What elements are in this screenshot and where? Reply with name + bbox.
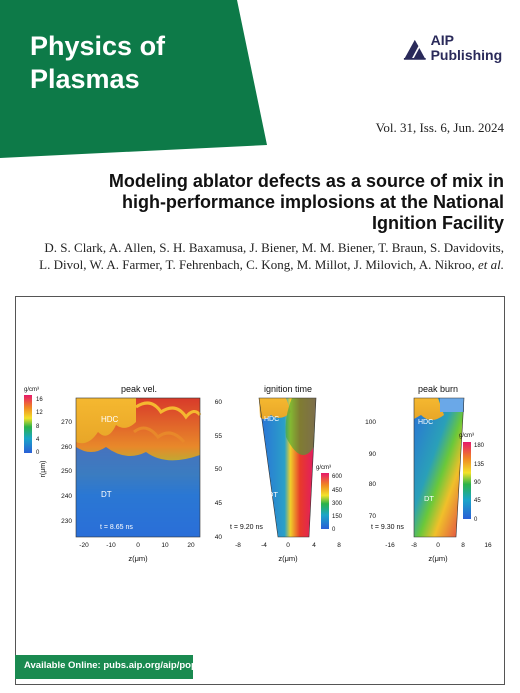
panel-2-x-tick: 0 — [286, 542, 290, 549]
authors-line-2: L. Divol, W. A. Farmer, T. Fehrenbach, C… — [39, 257, 504, 272]
available-online-link[interactable]: Available Online: pubs.aip.org/aip/pop — [24, 660, 197, 671]
footer-bar — [15, 655, 193, 679]
panel-1-spike — [135, 401, 202, 420]
authors-line-1: D. S. Clark, A. Allen, S. H. Baxamusa, J… — [44, 240, 504, 255]
panel-3-x-tick: -8 — [411, 542, 417, 549]
cover-figure: peak vel. g/cm³ 16 12 8 4 0 HDC DT t = 8… — [15, 296, 505, 685]
panel-1-title: peak vel. — [121, 384, 157, 394]
panel-3-plot — [414, 398, 464, 537]
panel-1-y-label: r(μm) — [40, 461, 47, 478]
panel-1-y-tick: 230 — [61, 518, 72, 525]
panel-3-hdc-region — [414, 398, 444, 420]
panel-1-x-tick: 20 — [187, 542, 195, 549]
panel-3-cb-tick: 0 — [474, 517, 478, 523]
panel-2-title: ignition time — [264, 384, 312, 394]
panel-2-cb-tick: 300 — [332, 501, 343, 507]
panel-3-y-tick: 100 — [365, 419, 376, 426]
panel-3-colorbar — [463, 442, 471, 519]
panel-2-x-tick: -4 — [261, 542, 267, 549]
panel-ignition-time: ignition time HDC DT t = 9.20 ns g/cm³ 6… — [215, 384, 343, 563]
panel-2-cb-tick: 600 — [332, 474, 343, 480]
publisher-name: AIP Publishing — [430, 32, 503, 63]
panel-3-x-tick: 8 — [461, 542, 465, 549]
panel-2-y-tick: 45 — [215, 500, 223, 507]
panel-1-colorbar-unit: g/cm³ — [24, 387, 39, 393]
panel-1-y-tick: 260 — [61, 444, 72, 451]
panel-3-cb-tick: 45 — [474, 498, 481, 504]
panel-3-time-label: t = 9.30 ns — [371, 524, 404, 531]
author-list: D. S. Clark, A. Allen, S. H. Baxamusa, J… — [14, 239, 504, 273]
panel-1-hdc-region — [76, 398, 136, 444]
issue-info: Vol. 31, Iss. 6, Jun. 2024 — [375, 120, 504, 135]
panel-1-cb-tick: 12 — [36, 410, 43, 416]
panel-1-dt-region — [76, 447, 200, 537]
panel-2-mix-region — [285, 398, 316, 455]
publisher-logo[interactable]: AIP Publishing — [403, 33, 520, 63]
panel-2-y-tick: 55 — [215, 433, 223, 440]
panel-peak-velocity: peak vel. g/cm³ 16 12 8 4 0 HDC DT t = 8… — [24, 384, 202, 563]
panel-2-cb-tick: 0 — [332, 527, 336, 533]
aip-logo-icon — [403, 39, 426, 60]
simulation-figure: peak vel. g/cm³ 16 12 8 4 0 HDC DT t = 8… — [24, 384, 492, 563]
panel-3-top-region — [440, 398, 464, 412]
panel-1-x-label: z(μm) — [128, 554, 148, 563]
panel-2-x-tick: 4 — [312, 542, 316, 549]
panel-2-colorbar — [321, 473, 329, 529]
panel-3-x-tick: -16 — [385, 542, 395, 549]
journal-title: Physics of Plasmas — [30, 31, 166, 94]
panel-2-hdc-label: HDC — [264, 416, 279, 423]
panel-1-y-tick: 240 — [61, 493, 72, 500]
panel-3-x-tick: 0 — [436, 542, 440, 549]
panel-2-cb-tick: 450 — [332, 488, 343, 494]
panel-2-y-tick: 50 — [215, 466, 223, 473]
panel-3-y-tick: 80 — [369, 481, 377, 488]
panel-2-x-tick: -8 — [235, 542, 241, 549]
panel-3-colorbar-unit: g/cm³ — [459, 433, 474, 439]
panel-3-hdc-label: HDC — [418, 419, 433, 426]
article-title[interactable]: Modeling ablator defects as a source of … — [108, 171, 504, 233]
panel-1-hdc-label: HDC — [101, 415, 119, 424]
panel-1-y-tick: 270 — [61, 419, 72, 426]
panel-2-y-tick: 40 — [215, 534, 223, 541]
panel-1-dt-label: DT — [101, 490, 112, 499]
panel-3-y-tick: 90 — [369, 451, 377, 458]
panel-2-hdc-region — [259, 398, 291, 420]
panel-3-cb-tick: 180 — [474, 443, 485, 449]
authors-etal: et al. — [478, 257, 504, 272]
panel-1-colorbar — [24, 395, 32, 453]
panel-3-y-tick: 70 — [369, 513, 377, 520]
panel-1-cb-tick: 8 — [36, 424, 40, 430]
panel-1-spike — [133, 426, 186, 444]
panel-3-cb-tick: 135 — [474, 462, 485, 468]
panel-peak-burn: peak burn HDC DT t = 9.30 ns g/cm³ 180 1… — [365, 384, 492, 563]
panel-1-time-label: t = 8.65 ns — [100, 524, 133, 531]
panel-3-dt-label: DT — [424, 494, 434, 503]
panel-1-cb-tick: 16 — [36, 397, 43, 403]
panel-1-x-tick: 0 — [136, 542, 140, 549]
panel-2-colorbar-unit: g/cm³ — [316, 465, 331, 471]
panel-1-y-tick: 250 — [61, 468, 72, 475]
panel-2-y-tick: 60 — [215, 399, 223, 406]
panel-1-x-tick: -20 — [79, 542, 89, 549]
panel-2-x-tick: 8 — [337, 542, 341, 549]
panel-3-title: peak burn — [418, 384, 458, 394]
panel-2-cb-tick: 150 — [332, 514, 343, 520]
panel-3-x-tick: 16 — [484, 542, 492, 549]
panel-1-cb-tick: 0 — [36, 450, 40, 456]
panel-2-time-label: t = 9.20 ns — [230, 524, 263, 531]
journal-banner — [0, 0, 267, 158]
panel-1-cb-tick: 4 — [36, 437, 40, 443]
panel-3-cb-tick: 90 — [474, 480, 481, 486]
panel-2-x-label: z(μm) — [278, 554, 298, 563]
panel-1-x-tick: 10 — [161, 542, 169, 549]
panel-1-x-tick: -10 — [106, 542, 116, 549]
panel-2-dt-label: DT — [268, 490, 278, 499]
panel-3-x-label: z(μm) — [428, 554, 448, 563]
